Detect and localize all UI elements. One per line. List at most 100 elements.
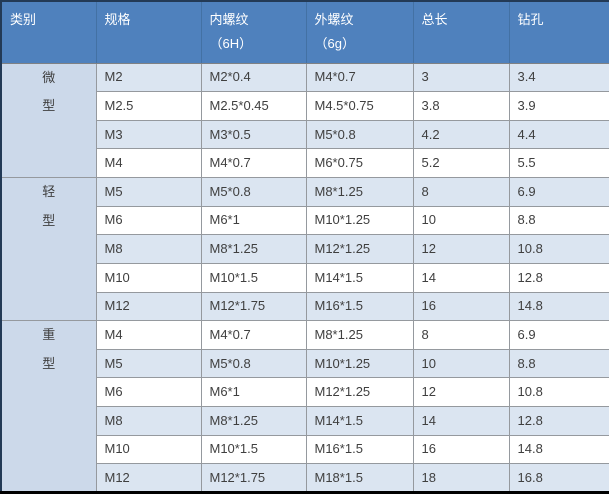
cell-internal-thread: M6*1 xyxy=(200,205,307,236)
cell-external-thread: M4.5*0.75 xyxy=(305,91,414,121)
col-header-label: 总长 xyxy=(421,12,448,27)
cell-total-length: 12 xyxy=(412,377,510,407)
col-header-label: 内螺纹 xyxy=(209,12,249,27)
cell-drill: 12.8 xyxy=(508,262,609,293)
cell-drill: 12.8 xyxy=(508,406,609,436)
category-cell: 轻 型 xyxy=(0,176,97,322)
cell-total-length: 10 xyxy=(412,205,510,236)
col-header-label: 规格 xyxy=(104,12,131,27)
cell-external-thread: M6*0.75 xyxy=(305,148,414,178)
cell-spec: M4 xyxy=(95,148,202,178)
cell-drill: 16.8 xyxy=(508,463,609,493)
category-cell: 微 型 xyxy=(0,62,97,178)
cell-external-thread: M14*1.5 xyxy=(305,406,414,436)
cell-total-length: 16 xyxy=(412,291,510,322)
cell-drill: 5.5 xyxy=(508,148,609,178)
cell-total-length: 14 xyxy=(412,262,510,293)
cell-external-thread: M8*1.25 xyxy=(305,320,414,350)
cell-drill: 10.8 xyxy=(508,234,609,264)
cell-drill: 8.8 xyxy=(508,348,609,379)
cell-spec: M8 xyxy=(95,406,202,436)
cell-internal-thread: M5*0.8 xyxy=(200,348,307,379)
category-cell: 重 型 xyxy=(0,320,97,493)
cell-internal-thread: M10*1.5 xyxy=(200,434,307,465)
col-header-label: 类别 xyxy=(10,12,37,27)
cell-internal-thread: M2*0.4 xyxy=(200,62,307,93)
cell-internal-thread: M4*0.7 xyxy=(200,148,307,178)
cell-internal-thread: M8*1.25 xyxy=(200,234,307,264)
table-row: M5 M5*0.8 M10*1.25 10 8.8 xyxy=(1,348,609,379)
col-header-external-thread: 外螺纹 （6g） xyxy=(306,1,414,64)
col-header-spec: 规格 xyxy=(96,1,202,64)
header-row: 类别 规格 内螺纹 （6H） 外螺纹 （6g） 总长 钻孔 xyxy=(1,1,609,64)
cell-drill: 8.8 xyxy=(508,205,609,236)
cell-spec: M6 xyxy=(95,377,202,407)
col-header-internal-thread: 内螺纹 （6H） xyxy=(201,1,307,64)
cell-spec: M12 xyxy=(95,463,202,493)
col-header-total-length: 总长 xyxy=(413,1,510,64)
table-row: M4 M4*0.7 M6*0.75 5.2 5.5 xyxy=(1,148,609,178)
col-header-label: 钻孔 xyxy=(517,12,544,27)
table-row: M3 M3*0.5 M5*0.8 4.2 4.4 xyxy=(1,119,609,150)
col-header-drill: 钻孔 xyxy=(509,1,609,64)
cell-total-length: 5.2 xyxy=(412,148,510,178)
table-row: M12 M12*1.75 M18*1.5 18 16.8 xyxy=(1,463,609,493)
cell-internal-thread: M10*1.5 xyxy=(200,262,307,293)
cell-internal-thread: M2.5*0.45 xyxy=(200,91,307,121)
cell-drill: 6.9 xyxy=(508,320,609,350)
cell-drill: 14.8 xyxy=(508,434,609,465)
cell-spec: M8 xyxy=(95,234,202,264)
cell-total-length: 3.8 xyxy=(412,91,510,121)
table-row: M6 M6*1 M12*1.25 12 10.8 xyxy=(1,377,609,407)
cell-drill: 10.8 xyxy=(508,377,609,407)
cell-total-length: 4.2 xyxy=(412,119,510,150)
cell-spec: M12 xyxy=(95,291,202,322)
col-header-sublabel: （6g） xyxy=(314,36,355,51)
cell-drill: 14.8 xyxy=(508,291,609,322)
cell-total-length: 10 xyxy=(412,348,510,379)
col-header-label: 外螺纹 xyxy=(314,12,354,27)
cell-external-thread: M14*1.5 xyxy=(305,262,414,293)
cell-internal-thread: M3*0.5 xyxy=(200,119,307,150)
cell-drill: 4.4 xyxy=(508,119,609,150)
col-header-category: 类别 xyxy=(1,1,97,64)
cell-internal-thread: M5*0.8 xyxy=(200,177,307,207)
cell-external-thread: M5*0.8 xyxy=(305,119,414,150)
table-row: M8 M8*1.25 M12*1.25 12 10.8 xyxy=(1,234,609,264)
cell-spec: M2.5 xyxy=(95,91,202,121)
cell-external-thread: M12*1.25 xyxy=(305,234,414,264)
cell-total-length: 8 xyxy=(412,320,510,350)
cell-drill: 3.4 xyxy=(508,62,609,93)
cell-spec: M2 xyxy=(95,62,202,93)
cell-spec: M5 xyxy=(95,177,202,207)
cell-external-thread: M10*1.25 xyxy=(305,205,414,236)
cell-external-thread: M4*0.7 xyxy=(305,62,414,93)
table-row: M8 M8*1.25 M14*1.5 14 12.8 xyxy=(1,406,609,436)
table-row: M10 M10*1.5 M14*1.5 14 12.8 xyxy=(1,262,609,293)
cell-total-length: 3 xyxy=(412,62,510,93)
cell-drill: 3.9 xyxy=(508,91,609,121)
cell-internal-thread: M12*1.75 xyxy=(200,291,307,322)
cell-spec: M4 xyxy=(95,320,202,350)
table-header: 类别 规格 内螺纹 （6H） 外螺纹 （6g） 总长 钻孔 xyxy=(1,1,609,64)
cell-internal-thread: M4*0.7 xyxy=(200,320,307,350)
table-body: 微 型 M2 M2*0.4 M4*0.7 3 3.4 M2.5 M2.5*0.45 M4.5*0… xyxy=(0,62,609,493)
cell-spec: M10 xyxy=(95,434,202,465)
cell-internal-thread: M8*1.25 xyxy=(200,406,307,436)
cell-internal-thread: M6*1 xyxy=(200,377,307,407)
cell-total-length: 14 xyxy=(412,406,510,436)
table-row: 重 型 M4 M4*0.7 M8*1.25 8 6.9 xyxy=(0,320,609,493)
table-row: M2.5 M2.5*0.45 M4.5*0.75 3.8 3.9 xyxy=(1,91,609,121)
cell-external-thread: M10*1.25 xyxy=(305,348,414,379)
table-row: 微 型 M2 M2*0.4 M4*0.7 3 3.4 xyxy=(0,62,609,178)
cell-spec: M6 xyxy=(95,205,202,236)
table-row: M10 M10*1.5 M16*1.5 16 14.8 xyxy=(1,434,609,465)
cell-total-length: 8 xyxy=(412,177,510,207)
cell-drill: 6.9 xyxy=(508,177,609,207)
cell-external-thread: M8*1.25 xyxy=(305,177,414,207)
cell-total-length: 12 xyxy=(412,234,510,264)
cell-external-thread: M16*1.5 xyxy=(305,434,414,465)
cell-spec: M5 xyxy=(95,348,202,379)
